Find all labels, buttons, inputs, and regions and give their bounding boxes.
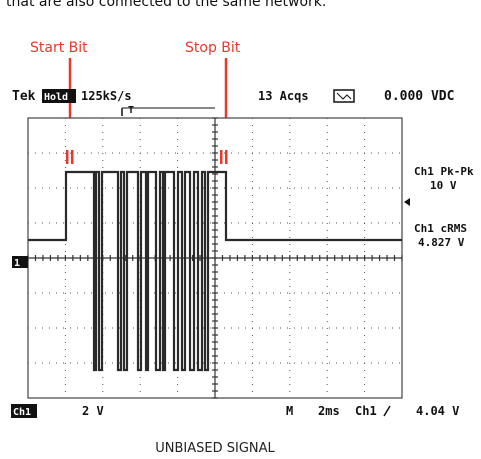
stop-marker bbox=[225, 150, 228, 164]
page: that are also connected to the same netw… bbox=[0, 0, 481, 459]
screen bbox=[28, 118, 402, 398]
caption: UNBIASED SIGNAL bbox=[155, 441, 275, 456]
footer-trigger-level: 4.04 V bbox=[416, 404, 459, 418]
footer-mode: M bbox=[286, 404, 293, 418]
start-bit-label: Start Bit bbox=[30, 40, 88, 56]
trigger-slope bbox=[384, 406, 390, 416]
footer: Ch1 2 V M 2ms Ch1 4.04 V bbox=[11, 404, 459, 418]
footer-trigger-source: Ch1 bbox=[355, 404, 377, 418]
start-marker bbox=[71, 150, 74, 164]
start-marker bbox=[66, 150, 69, 164]
measurement-value: 10 V bbox=[430, 179, 457, 192]
header: Tek Hold 125kS/s T 13 Acqs 0.000 VDC bbox=[12, 89, 454, 116]
footer-scale: 2 V bbox=[82, 404, 104, 418]
measurements: Ch1 Pk-Pk 10 V Ch1 cRMS 4.827 V bbox=[414, 165, 474, 249]
measurement-label: Ch1 Pk-Pk bbox=[414, 165, 474, 178]
hold-mode: Hold bbox=[44, 92, 68, 103]
sample-rate: 125kS/s bbox=[81, 89, 132, 103]
acquisitions: 13 Acqs bbox=[258, 89, 309, 103]
trigger-marker: T bbox=[128, 105, 134, 116]
intro-text: that are also connected to the same netw… bbox=[6, 0, 326, 10]
measurement-label: Ch1 cRMS bbox=[414, 222, 467, 235]
level-marker bbox=[404, 198, 410, 206]
stop-marker bbox=[220, 150, 223, 164]
brand: Tek bbox=[12, 89, 36, 104]
stop-bit-label: Stop Bit bbox=[185, 40, 241, 56]
footer-channel: Ch1 bbox=[13, 407, 31, 418]
scope-icon-wave bbox=[337, 93, 351, 99]
channel-marker: 1 bbox=[14, 258, 20, 269]
reading: 0.000 VDC bbox=[384, 89, 454, 104]
footer-timebase: 2ms bbox=[318, 404, 340, 418]
measurement-value: 4.827 V bbox=[418, 236, 465, 249]
scope-icon bbox=[334, 90, 354, 102]
